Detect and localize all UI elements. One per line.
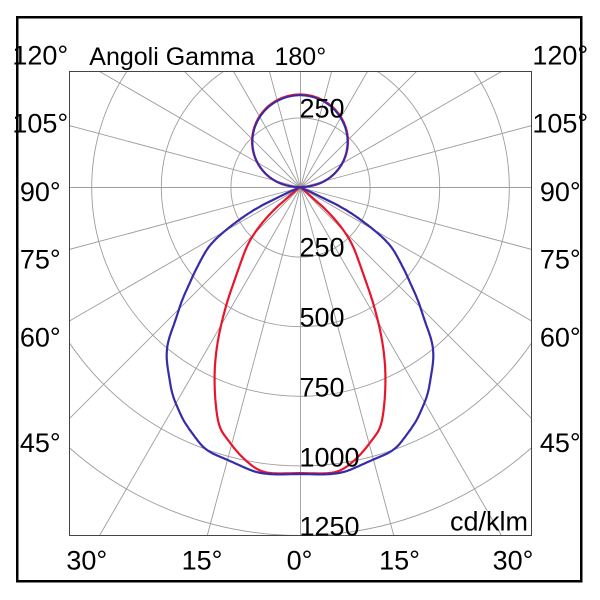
svg-text:15°: 15° (182, 546, 223, 576)
svg-text:45°: 45° (540, 428, 581, 458)
svg-text:105°: 105° (532, 109, 588, 139)
svg-text:45°: 45° (20, 428, 61, 458)
svg-text:0°: 0° (287, 546, 313, 576)
svg-text:60°: 60° (540, 323, 581, 353)
svg-text:30°: 30° (493, 546, 534, 576)
svg-text:90°: 90° (540, 177, 581, 207)
svg-text:250: 250 (300, 233, 345, 263)
svg-text:75°: 75° (540, 245, 581, 275)
svg-text:90°: 90° (20, 177, 61, 207)
svg-text:30°: 30° (66, 546, 107, 576)
svg-text:250: 250 (300, 93, 345, 123)
svg-text:cd/klm: cd/klm (450, 507, 528, 537)
svg-text:75°: 75° (20, 245, 61, 275)
svg-text:500: 500 (300, 303, 345, 333)
svg-text:1000: 1000 (300, 442, 360, 472)
svg-text:120°: 120° (12, 41, 68, 71)
svg-text:1250: 1250 (300, 512, 360, 542)
svg-text:120°: 120° (532, 41, 588, 71)
svg-text:Angoli Gamma: Angoli Gamma (89, 43, 254, 71)
svg-text:180°: 180° (275, 43, 327, 71)
svg-text:15°: 15° (379, 546, 420, 576)
svg-text:750: 750 (300, 373, 345, 403)
svg-text:60°: 60° (20, 323, 61, 353)
svg-text:105°: 105° (12, 109, 68, 139)
